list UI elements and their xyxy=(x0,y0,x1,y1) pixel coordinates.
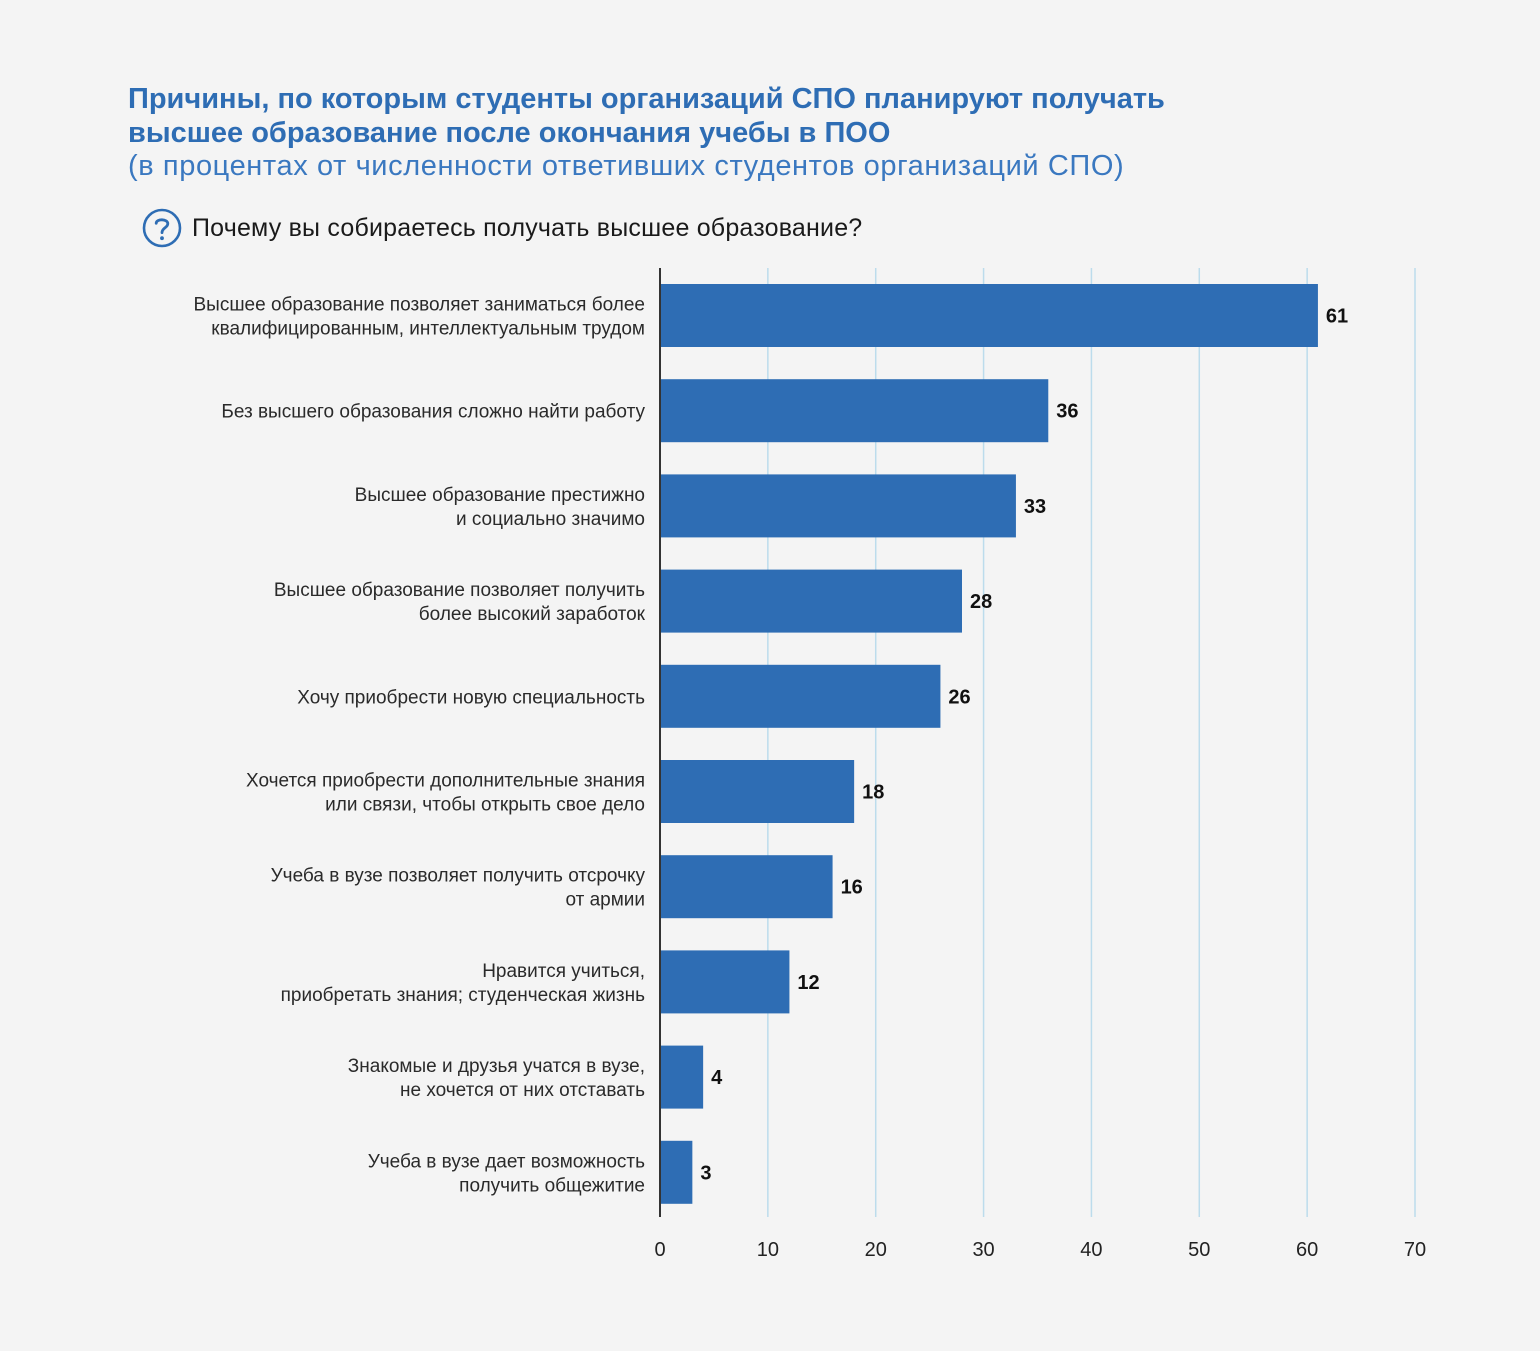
category-label-7-0: Нравится учиться, xyxy=(482,961,645,982)
category-label-9-0: Учеба в вузе дает возможность xyxy=(368,1151,645,1172)
value-label-0: 61 xyxy=(1326,306,1348,328)
value-label-9: 3 xyxy=(700,1162,711,1184)
question-circle-icon xyxy=(142,208,182,248)
chart-subtitle: (в процентах от численности ответивших с… xyxy=(128,150,1125,182)
bar-2 xyxy=(660,474,1016,538)
bar-8 xyxy=(660,1045,704,1109)
bar-3 xyxy=(660,569,962,633)
category-label-3-0: Высшее образование позволяет получить xyxy=(274,580,645,601)
category-label-9-1: получить общежитие xyxy=(459,1175,645,1196)
value-label-5: 18 xyxy=(862,782,884,804)
category-label-8-0: Знакомые и друзья учатся в вузе, xyxy=(348,1056,645,1077)
chart-title-line-2: высшее образование после окончания учебы… xyxy=(128,117,891,149)
category-label-0-0: Высшее образование позволяет заниматься … xyxy=(193,295,645,316)
category-label-5-1: или связи, чтобы открыть свое дело xyxy=(325,795,645,816)
category-label-6-1: от армии xyxy=(565,890,645,911)
category-label-6-0: Учеба в вузе позволяет получить отсрочку xyxy=(271,866,646,887)
category-label-8-1: не хочется от них отставать xyxy=(400,1080,645,1101)
value-label-4: 26 xyxy=(948,686,970,708)
value-label-8: 4 xyxy=(711,1067,723,1089)
value-label-7: 12 xyxy=(797,972,819,994)
x-tick-label-4: 40 xyxy=(1080,1239,1102,1261)
value-label-6: 16 xyxy=(841,877,863,899)
bar-4 xyxy=(660,664,941,728)
x-tick-label-7: 70 xyxy=(1404,1239,1426,1261)
bar-1 xyxy=(660,379,1049,443)
category-label-3-1: более высокий заработок xyxy=(419,604,646,625)
chart-title-line-1: Причины, по которым студенты организаций… xyxy=(128,83,1165,115)
x-tick-label-5: 50 xyxy=(1188,1239,1210,1261)
bar-9 xyxy=(660,1140,693,1204)
value-label-2: 33 xyxy=(1024,496,1046,518)
x-tick-label-1: 10 xyxy=(757,1239,779,1261)
x-tick-label-0: 0 xyxy=(654,1239,665,1261)
chart-title: Причины, по которым студенты организаций… xyxy=(128,82,1165,150)
bar-7 xyxy=(660,950,790,1014)
x-tick-label-6: 60 xyxy=(1296,1239,1318,1261)
value-label-1: 36 xyxy=(1056,401,1078,423)
question-row: Почему вы собираетесь получать высшее об… xyxy=(142,207,862,249)
category-label-4-0: Хочу приобрести новую специальность xyxy=(297,687,645,708)
bar-6 xyxy=(660,855,833,919)
category-label-0-1: квалифицированным, интеллектуальным труд… xyxy=(211,319,645,340)
category-label-5-0: Хочется приобрести дополнительные знания xyxy=(246,771,645,792)
x-tick-label-3: 30 xyxy=(972,1239,994,1261)
category-label-2-1: и социально значимо xyxy=(456,509,645,530)
category-label-2-0: Высшее образование престижно xyxy=(355,485,645,506)
category-label-1-0: Без высшего образования сложно найти раб… xyxy=(221,402,645,423)
category-label-7-1: приобретать знания; студенческая жизнь xyxy=(281,985,645,1006)
x-tick-label-2: 20 xyxy=(865,1239,887,1261)
value-label-3: 28 xyxy=(970,591,992,613)
bar-5 xyxy=(660,760,855,823)
question-text: Почему вы собираетесь получать высшее об… xyxy=(192,213,863,242)
bar-0 xyxy=(660,284,1318,347)
